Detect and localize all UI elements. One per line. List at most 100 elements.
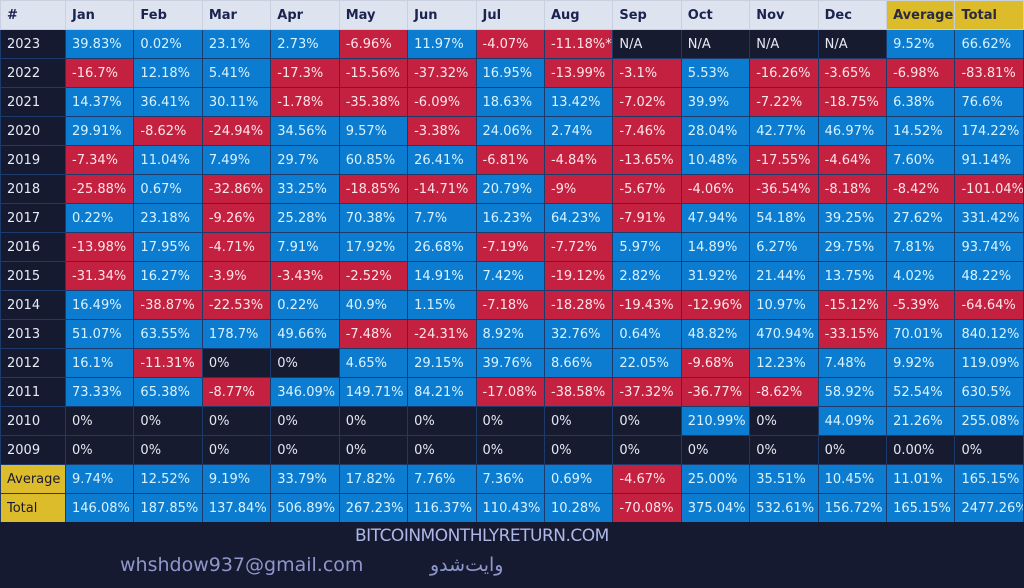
year-label: 2019 [0, 145, 66, 175]
return-cell-jul: 16.23% [475, 203, 545, 233]
return-cell-aug: -4.84% [543, 145, 614, 175]
return-cell-aug: -9% [543, 174, 614, 204]
return-cell-oct: 0% [680, 435, 751, 465]
return-cell-aug: 8.66% [543, 348, 614, 378]
return-cell-total: 93.74% [954, 232, 1024, 262]
return-cell-average: 21.26% [886, 406, 956, 436]
return-cell-jan: -31.34% [64, 261, 135, 291]
year-label: 2011 [0, 377, 66, 407]
return-cell-jul: -7.19% [475, 232, 545, 262]
return-cell-total: 119.09% [954, 348, 1024, 378]
return-cell-mar: 137.84% [201, 493, 272, 523]
return-cell-aug: -13.99% [543, 58, 614, 88]
return-cell-jul: -17.08% [475, 377, 545, 407]
return-cell-oct: -4.06% [680, 174, 751, 204]
return-cell-average: 14.52% [886, 116, 956, 146]
return-cell-total: -83.81% [954, 58, 1024, 88]
return-cell-dec: 44.09% [817, 406, 888, 436]
return-cell-jan: 0% [64, 406, 135, 436]
return-cell-nov: 0% [749, 406, 819, 436]
persian-watermark: وایت‌شدو [430, 554, 504, 576]
year-label: 2023 [0, 29, 66, 59]
return-cell-nov: 6.27% [749, 232, 819, 262]
return-cell-sep: 2.82% [612, 261, 682, 291]
return-cell-jul: 18.63% [475, 87, 545, 117]
return-cell-apr: 0% [270, 406, 340, 436]
return-cell-oct: 375.04% [680, 493, 751, 523]
header-row: # Jan Feb Mar Apr May Jun Jul Aug Sep Oct Nov Dec Ave… [0, 0, 1024, 30]
return-cell-jan: -7.34% [64, 145, 135, 175]
return-cell-oct: 39.9% [680, 87, 751, 117]
return-cell-jun: 11.97% [407, 29, 477, 59]
return-cell-nov: 54.18% [749, 203, 819, 233]
return-cell-jul: 0% [475, 435, 545, 465]
return-cell-apr: -3.43% [270, 261, 340, 291]
return-cell-jun: 0% [407, 406, 477, 436]
return-cell-may: -18.85% [338, 174, 409, 204]
return-cell-sep: -7.02% [612, 87, 682, 117]
column-header-jan: Jan [64, 0, 135, 30]
return-cell-feb: -8.62% [133, 116, 203, 146]
return-cell-jul: -7.18% [475, 290, 545, 320]
return-cell-aug: 64.23% [543, 203, 614, 233]
return-cell-jun: -24.31% [407, 319, 477, 349]
return-cell-apr: 33.25% [270, 174, 340, 204]
return-cell-sep: -7.46% [612, 116, 682, 146]
column-header-mar: Mar [201, 0, 272, 30]
return-cell-aug: -11.18%* [543, 29, 614, 59]
return-cell-mar: -9.26% [201, 203, 272, 233]
year-label: 2012 [0, 348, 66, 378]
watermark-strip: BITCOINMONTHLYRETURN.COM whshdow937@gmai… [0, 522, 1024, 588]
return-cell-may: 267.23% [338, 493, 409, 523]
return-cell-total: 48.22% [954, 261, 1024, 291]
year-label: 2015 [0, 261, 66, 291]
table-row-2014: 2014 16.49% -38.87% -22.53% 0.22% 40.9% 1.15% -… [0, 290, 1024, 320]
return-cell-jan: 73.33% [64, 377, 135, 407]
year-label: 2020 [0, 116, 66, 146]
year-label: 2016 [0, 232, 66, 262]
return-cell-total: 255.08% [954, 406, 1024, 436]
return-cell-aug: -38.58% [543, 377, 614, 407]
return-cell-total: -101.04% [954, 174, 1024, 204]
return-cell-average: -5.39% [886, 290, 956, 320]
table-row-2013: 2013 51.07% 63.55% 178.7% 49.66% -7.48% -24.31… [0, 319, 1024, 349]
return-cell-feb: 23.18% [133, 203, 203, 233]
return-cell-nov: 10.97% [749, 290, 819, 320]
return-cell-mar: 7.49% [201, 145, 272, 175]
return-cell-may: 9.57% [338, 116, 409, 146]
row-label: Average [0, 464, 66, 494]
return-cell-oct: 25.00% [680, 464, 751, 494]
return-cell-oct: 47.94% [680, 203, 751, 233]
return-cell-total: 331.42% [954, 203, 1024, 233]
return-cell-jun: 1.15% [407, 290, 477, 320]
return-cell-aug: -7.72% [543, 232, 614, 262]
return-cell-oct: 14.89% [680, 232, 751, 262]
return-cell-apr: 49.66% [270, 319, 340, 349]
return-cell-oct: 5.53% [680, 58, 751, 88]
column-header-average: Average [886, 0, 956, 30]
table-row-2021: 2021 14.37% 36.41% 30.11% -1.78% -35.38% -6.09… [0, 87, 1024, 117]
return-cell-mar: -24.94% [201, 116, 272, 146]
return-cell-feb: 0.67% [133, 174, 203, 204]
return-cell-feb: -38.87% [133, 290, 203, 320]
return-cell-average: 11.01% [886, 464, 956, 494]
return-cell-mar: 23.1% [201, 29, 272, 59]
return-cell-sep: 0% [612, 435, 682, 465]
return-cell-apr: 346.09% [270, 377, 340, 407]
column-header-nov: Nov [749, 0, 819, 30]
return-cell-apr: 0% [270, 348, 340, 378]
site-watermark: BITCOINMONTHLYRETURN.COM [355, 526, 609, 546]
return-cell-may: -6.96% [338, 29, 409, 59]
return-cell-jan: 39.83% [64, 29, 135, 59]
return-cell-apr: 506.89% [270, 493, 340, 523]
return-cell-jul: 24.06% [475, 116, 545, 146]
return-cell-dec: 0% [817, 435, 888, 465]
return-cell-sep: 22.05% [612, 348, 682, 378]
return-cell-jun: 26.41% [407, 145, 477, 175]
return-cell-dec: 10.45% [817, 464, 888, 494]
return-cell-average: 7.60% [886, 145, 956, 175]
return-cell-feb: 65.38% [133, 377, 203, 407]
return-cell-jan: 0.22% [64, 203, 135, 233]
return-cell-nov: -36.54% [749, 174, 819, 204]
return-cell-sep: -70.08% [612, 493, 682, 523]
